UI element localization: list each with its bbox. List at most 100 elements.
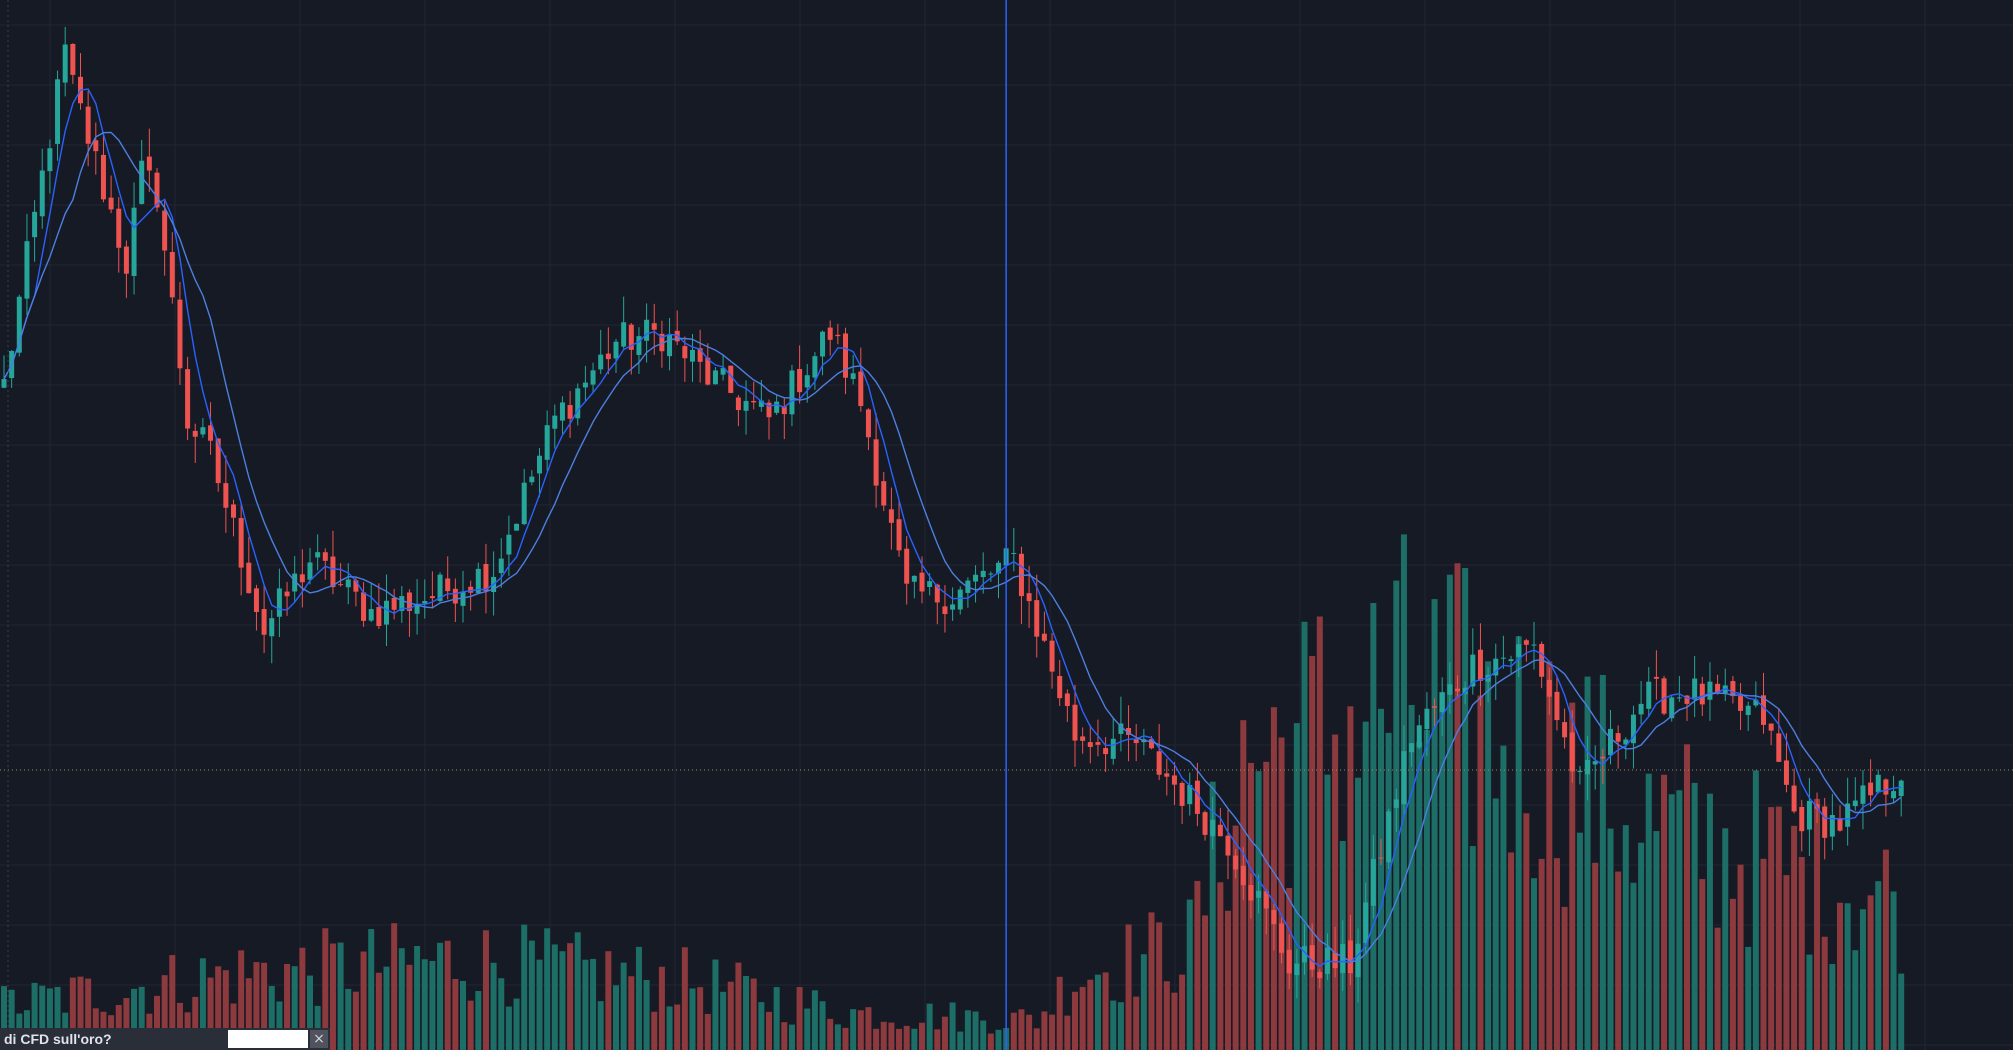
candle-body (1133, 739, 1139, 744)
candle-body (1256, 890, 1262, 898)
volume-bar (360, 951, 367, 1050)
volume-bar (811, 990, 818, 1050)
volume-bar (222, 970, 229, 1050)
candle-body (1768, 723, 1774, 731)
volume-bar (444, 940, 451, 1050)
volume-bar (1676, 790, 1683, 1050)
candle-body (361, 592, 367, 621)
candle-body (804, 375, 810, 388)
candle-body (1531, 644, 1537, 646)
candle-body (1363, 902, 1369, 943)
candle-body (1707, 681, 1713, 700)
candle-body (728, 365, 734, 393)
volume-bar (452, 978, 459, 1050)
volume-bar (154, 995, 160, 1050)
candle-body (399, 596, 405, 611)
candle-body (598, 354, 604, 370)
close-icon[interactable]: × (310, 1030, 328, 1048)
volume-bar (720, 991, 727, 1050)
candle-body (904, 548, 910, 584)
candle-body (322, 552, 328, 561)
candle-body (406, 592, 412, 612)
volume-bar (804, 1008, 811, 1050)
candle-body (996, 562, 1001, 574)
candle-body (1286, 949, 1292, 974)
volume-bar (597, 1001, 604, 1050)
candle-body (820, 331, 826, 357)
candle-body (437, 574, 443, 601)
volume-bar (276, 1001, 283, 1050)
volume-bar (727, 981, 734, 1050)
candle-body (269, 618, 275, 637)
candle-body (590, 370, 596, 385)
volume-bar (873, 1028, 880, 1050)
volume-bar (314, 1005, 321, 1050)
candle-body (1187, 784, 1193, 805)
candle-body (231, 504, 236, 518)
candle-body (1776, 733, 1782, 762)
candle-body (896, 519, 902, 551)
volume-bar (284, 963, 291, 1050)
volume-bar (1569, 702, 1576, 1050)
banner-input[interactable] (228, 1030, 308, 1048)
candle-body (651, 323, 657, 330)
candle-body (1416, 725, 1422, 748)
candle-body (552, 415, 558, 429)
volume-bar (1018, 1009, 1025, 1050)
volume-bar (574, 932, 581, 1050)
candle-body (1638, 703, 1644, 715)
volume-bar (964, 1010, 971, 1050)
candle-body (942, 606, 948, 615)
volume-bar (903, 1025, 910, 1050)
candle-body (1493, 658, 1499, 676)
candle-body (169, 252, 175, 298)
volume-bar (750, 978, 757, 1050)
candle-body (1378, 857, 1384, 859)
candle-body (445, 578, 451, 592)
volume-bar (1087, 979, 1094, 1050)
volume-bar (704, 1013, 711, 1050)
volume-bar (1829, 963, 1836, 1050)
candle-body (1248, 884, 1254, 901)
candle-body (506, 534, 512, 555)
volume-bar (337, 942, 344, 1050)
candle-body (100, 154, 106, 200)
candle-body (567, 405, 573, 419)
volume-bar (620, 962, 627, 1050)
candle-body (919, 572, 925, 592)
candle-body (391, 597, 397, 610)
volume-bar (1232, 825, 1239, 1050)
candle-body (758, 400, 764, 407)
volume-bar (1821, 936, 1828, 1050)
volume-bar (567, 943, 574, 1050)
candle-body (1034, 600, 1040, 637)
candle-body (988, 573, 994, 575)
volume-bar (467, 1000, 474, 1050)
volume-bar (1592, 862, 1599, 1050)
volume-bar (85, 978, 92, 1050)
candle-body (1439, 692, 1445, 713)
volume-bar (375, 972, 382, 1050)
volume-bar (1783, 875, 1790, 1050)
candle-body (781, 406, 787, 415)
moving-average-line (3, 88, 1902, 968)
candle-body (299, 574, 305, 583)
volume-bar (1615, 871, 1622, 1050)
volume-bar (1737, 864, 1744, 1050)
candle-body (1194, 780, 1200, 814)
candle-body (246, 562, 252, 594)
volume-bar (1370, 603, 1377, 1050)
candle-body (1653, 676, 1659, 679)
candle-body (276, 588, 282, 617)
volume-bar (1194, 880, 1201, 1050)
volume-bar (383, 966, 390, 1050)
volume-bar (176, 1002, 183, 1050)
candle-body (1, 379, 7, 388)
candle-body (605, 353, 611, 360)
candle-body (1600, 756, 1606, 759)
candle-body (208, 425, 214, 441)
volume-bar (1768, 807, 1775, 1050)
volume-bar (69, 977, 76, 1050)
